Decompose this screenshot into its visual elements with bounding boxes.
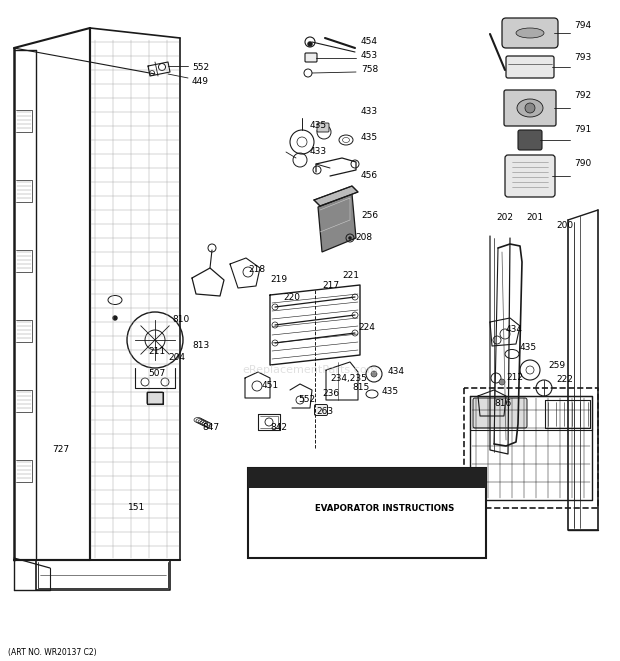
FancyBboxPatch shape: [147, 392, 163, 404]
FancyBboxPatch shape: [518, 130, 542, 150]
FancyBboxPatch shape: [317, 123, 329, 132]
Text: 435: 435: [520, 344, 537, 352]
FancyBboxPatch shape: [473, 398, 527, 428]
Text: 435: 435: [382, 387, 399, 397]
Text: 842: 842: [270, 424, 287, 432]
Circle shape: [525, 103, 535, 113]
Text: 234,235: 234,235: [330, 373, 367, 383]
Text: 212: 212: [506, 373, 523, 383]
Text: 435: 435: [361, 134, 378, 143]
Circle shape: [371, 371, 377, 377]
FancyBboxPatch shape: [314, 405, 327, 416]
Text: 236: 236: [322, 389, 339, 399]
Text: 434: 434: [506, 325, 523, 334]
Text: and replacement options: and replacement options: [313, 528, 421, 537]
Text: 151: 151: [128, 504, 145, 512]
Circle shape: [308, 42, 312, 46]
Polygon shape: [318, 194, 356, 252]
Text: 815: 815: [352, 383, 370, 393]
Text: 847: 847: [202, 424, 219, 432]
Text: 758: 758: [361, 65, 378, 75]
FancyBboxPatch shape: [504, 90, 556, 126]
FancyBboxPatch shape: [248, 468, 486, 488]
Circle shape: [348, 237, 352, 239]
Text: 790: 790: [574, 159, 591, 169]
Text: 810: 810: [172, 315, 189, 325]
Text: orator.  See: orator. See: [341, 504, 393, 513]
Text: 201: 201: [526, 214, 543, 223]
Text: 451: 451: [262, 381, 279, 391]
Text: 434: 434: [388, 368, 405, 377]
Text: 222: 222: [556, 375, 573, 385]
FancyBboxPatch shape: [248, 468, 486, 558]
FancyBboxPatch shape: [502, 18, 558, 48]
Text: 263: 263: [316, 407, 333, 416]
Text: eReplacementParts.com: eReplacementParts.com: [242, 365, 378, 375]
Text: 200: 200: [556, 221, 573, 231]
Text: Additional parts are required to install evap-: Additional parts are required to install…: [272, 492, 463, 501]
Text: 793: 793: [574, 54, 591, 63]
Text: 218: 218: [248, 266, 265, 274]
Text: 259: 259: [548, 362, 565, 371]
Circle shape: [113, 316, 117, 320]
Text: 204: 204: [168, 354, 185, 362]
Text: 727: 727: [52, 446, 69, 455]
Text: 211: 211: [148, 348, 165, 356]
Text: page of this model for additional part numbers: page of this model for additional part n…: [266, 516, 468, 525]
Text: 816: 816: [494, 399, 512, 408]
Text: 791: 791: [574, 126, 591, 134]
Text: 221: 221: [342, 272, 359, 280]
Text: 792: 792: [574, 91, 591, 100]
Text: 435: 435: [310, 122, 327, 130]
FancyBboxPatch shape: [506, 56, 554, 78]
Ellipse shape: [517, 99, 543, 117]
Text: 224: 224: [358, 323, 375, 332]
Text: 552: 552: [192, 63, 209, 73]
Text: 217: 217: [322, 282, 339, 290]
Text: 456: 456: [361, 171, 378, 180]
Text: 794: 794: [574, 22, 591, 30]
FancyBboxPatch shape: [305, 53, 317, 62]
Text: 202: 202: [496, 214, 513, 223]
Text: 208: 208: [355, 233, 372, 243]
Text: 507: 507: [148, 369, 166, 379]
Polygon shape: [314, 186, 358, 206]
Text: 433: 433: [310, 147, 327, 157]
Text: 552: 552: [298, 395, 315, 405]
Text: IMPORTANT NOTE:: IMPORTANT NOTE:: [306, 470, 428, 483]
Text: 453: 453: [361, 52, 378, 61]
Text: 220: 220: [283, 293, 300, 303]
Text: EVAPORATOR INSTRUCTIONS: EVAPORATOR INSTRUCTIONS: [316, 504, 454, 513]
Text: 449: 449: [192, 77, 209, 87]
Text: 433: 433: [361, 108, 378, 116]
Text: 256: 256: [361, 210, 378, 219]
Circle shape: [499, 379, 505, 385]
Text: 219: 219: [270, 276, 287, 284]
FancyBboxPatch shape: [505, 155, 555, 197]
Ellipse shape: [516, 28, 544, 38]
Text: 813: 813: [192, 342, 210, 350]
Text: (ART NO. WR20137 C2): (ART NO. WR20137 C2): [8, 648, 97, 657]
Text: 454: 454: [361, 38, 378, 46]
